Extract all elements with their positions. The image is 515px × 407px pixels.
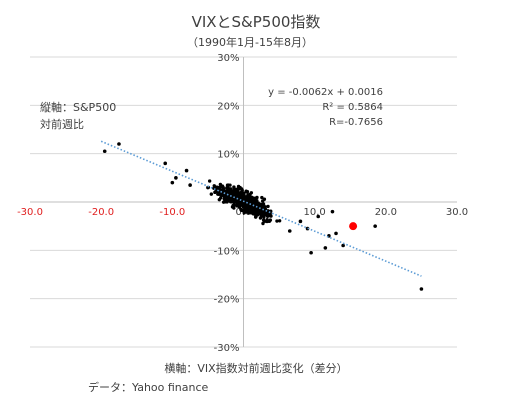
data-point	[277, 219, 282, 223]
data-point	[239, 192, 243, 197]
data-point	[213, 190, 217, 195]
data-point	[245, 198, 250, 202]
highlight-point	[349, 222, 358, 231]
trend-equation: y = -0.0062x + 0.0016	[268, 87, 383, 98]
data-point	[275, 219, 279, 223]
data-point	[229, 187, 233, 191]
chart-title: VIXとS&P500指数	[192, 13, 321, 31]
y-tick-label: -30%	[214, 343, 240, 354]
x-tick-label: 20.0	[375, 207, 397, 218]
data-point	[240, 188, 244, 192]
data-point	[261, 202, 265, 207]
data-point	[229, 199, 234, 203]
data-point	[249, 191, 254, 195]
data-point	[117, 142, 121, 146]
data-point	[207, 179, 212, 183]
data-point	[215, 185, 219, 189]
r-label: R=-0.7656	[329, 117, 383, 128]
data-point	[188, 183, 192, 187]
data-point	[255, 202, 259, 207]
data-point	[216, 192, 220, 196]
source-note: データ：Yahoo finance	[88, 380, 209, 394]
data-point	[287, 229, 292, 233]
data-point	[323, 246, 328, 250]
data-point	[316, 214, 321, 219]
data-point	[330, 209, 335, 214]
x-axis-label: 横軸：VIX指数対前週比変化（差分）	[164, 361, 347, 375]
data-point	[265, 217, 269, 222]
data-point	[419, 287, 424, 291]
data-point	[258, 216, 263, 220]
y-tick-label: -10%	[214, 246, 240, 257]
y-tick-label: 10%	[217, 150, 239, 161]
data-point	[232, 203, 237, 207]
data-point	[184, 168, 189, 173]
data-point	[221, 200, 226, 204]
data-point	[225, 183, 230, 187]
data-point	[264, 212, 269, 216]
data-point	[102, 149, 107, 154]
data-point	[236, 188, 240, 192]
data-point	[170, 180, 175, 185]
data-point	[253, 215, 258, 219]
data-point	[260, 199, 265, 203]
y-axis-label-line: 対前週比	[40, 117, 84, 131]
data-point	[373, 224, 377, 228]
data-point	[212, 184, 216, 188]
data-point	[298, 219, 303, 224]
data-point	[261, 209, 265, 213]
data-point	[245, 190, 250, 194]
data-point	[247, 193, 251, 197]
data-point	[251, 198, 255, 203]
data-point	[233, 192, 237, 197]
x-tick-label: -30.0	[17, 207, 43, 218]
x-tick-label: -20.0	[88, 207, 114, 218]
data-point	[261, 218, 266, 222]
data-point	[243, 206, 247, 210]
data-point	[221, 185, 225, 189]
x-tick-label: -10.0	[159, 207, 185, 218]
x-tick-label: 10.0	[304, 207, 326, 218]
chart-subtitle: （1990年1月-15年8月）	[187, 35, 313, 49]
data-point	[261, 221, 265, 226]
y-axis-label: 縦軸：S&P500 対前週比	[40, 100, 116, 131]
y-axis-label-line: 縦軸：S&P500	[40, 100, 116, 114]
data-point	[260, 195, 264, 200]
data-point	[246, 208, 250, 212]
data-point	[266, 204, 270, 209]
y-tick-label: -20%	[214, 295, 240, 306]
data-point	[226, 186, 230, 191]
data-point	[239, 208, 244, 213]
data-point	[228, 183, 232, 187]
data-point	[225, 196, 229, 200]
data-point	[236, 184, 241, 189]
data-point	[309, 250, 313, 255]
data-point	[174, 176, 178, 180]
y-tick-label: 30%	[217, 53, 239, 64]
data-point	[341, 243, 345, 248]
data-point	[229, 192, 233, 196]
data-point	[334, 231, 338, 236]
data-point	[209, 192, 214, 196]
x-tick-label: 30.0	[446, 207, 468, 218]
data-point	[254, 208, 258, 212]
y-tick-label: 20%	[217, 101, 239, 112]
data-point	[250, 195, 254, 200]
data-point	[163, 161, 168, 166]
tick-labels: -30.0-20.0-10.00.010.020.030.030%20%10%-…	[17, 53, 468, 354]
r-squared-label: R² = 0.5864	[322, 102, 383, 113]
